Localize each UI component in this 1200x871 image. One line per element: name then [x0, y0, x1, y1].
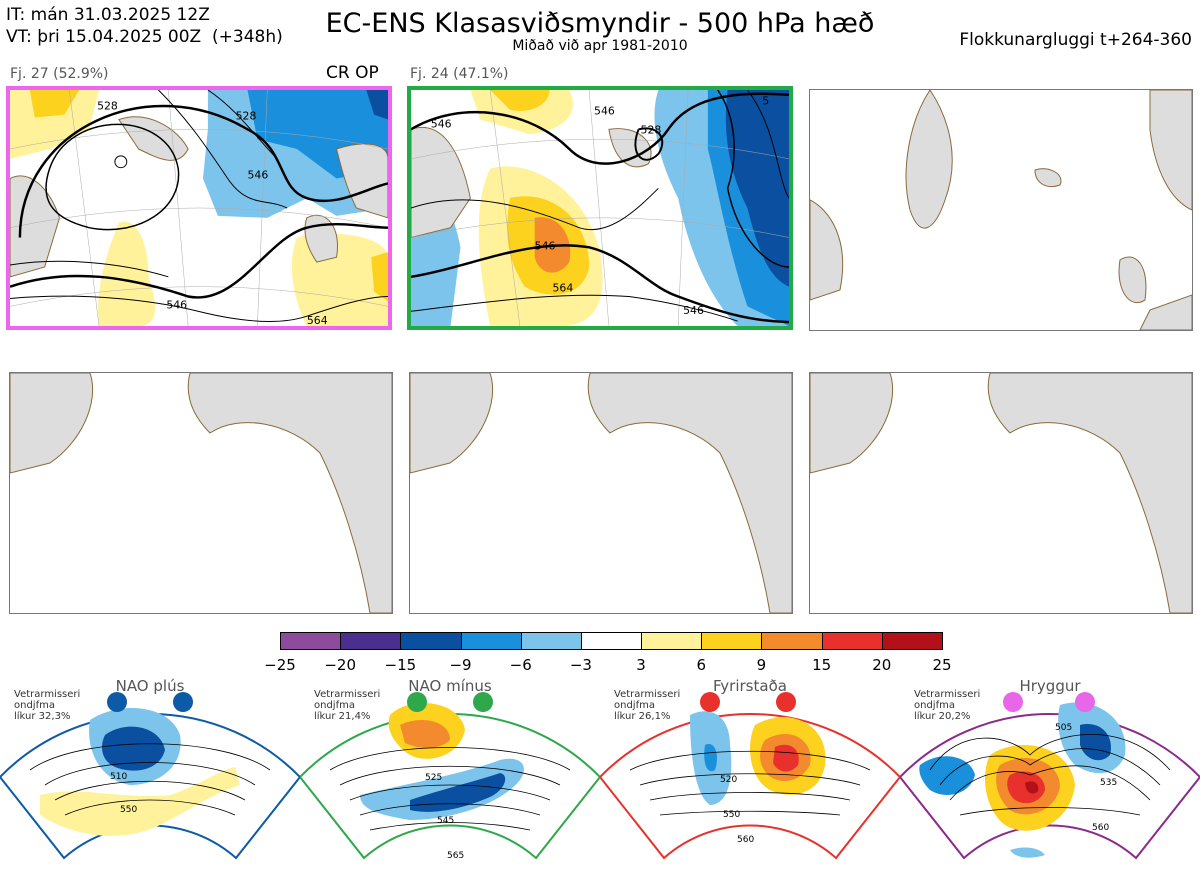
empty-map-5	[409, 372, 793, 614]
anomaly-pos-south	[98, 221, 156, 326]
colorbar-tick-label: 15	[812, 656, 832, 674]
regime-marker	[776, 692, 796, 712]
regime-marker	[473, 692, 493, 712]
colorbar-tick-label: −9	[449, 656, 472, 674]
colorbar-bin	[580, 632, 643, 650]
regime-info: Vetrarmisseri ondjfma líkur 26,1%	[614, 689, 681, 722]
regime-contour-label: 545	[437, 816, 454, 826]
colorbar-tick-label: 20	[872, 656, 892, 674]
regime-marker	[1075, 692, 1095, 712]
graticule	[10, 90, 388, 326]
contour-label: 528	[641, 123, 662, 136]
contour-label: 546	[431, 117, 452, 130]
contour-label: 528	[236, 110, 257, 123]
contour-label: 564	[553, 282, 574, 295]
anomaly-neg-dark	[725, 90, 789, 287]
regime-ridge: 505 535 560 Hryggur Vetrarmisseri ondjfma…	[900, 675, 1200, 871]
regime-marker	[700, 692, 720, 712]
contour-label: 546	[166, 298, 187, 311]
anomaly-pos-nw	[10, 90, 100, 159]
colorbar-bin	[520, 632, 582, 650]
regime-title: NAO mínus	[408, 677, 492, 695]
cluster-2-label: Fj. 24 (47.1%)	[410, 66, 509, 82]
cluster-map-1: 528 528 546 546 564	[6, 86, 392, 330]
graticule	[411, 90, 789, 326]
colorbar-bin	[280, 632, 342, 650]
colorbar-tick-label: 25	[932, 656, 952, 674]
empty-map-3	[809, 89, 1193, 331]
regime-contour-label: 550	[723, 810, 740, 820]
regime-nao-minus: 525 545 565 NAO mínus Vetrarmisseri ondjf…	[300, 675, 600, 871]
initial-time: IT: mán 31.03.2025 12Z	[6, 5, 210, 25]
empty-map-6	[809, 372, 1193, 614]
regime-contour-label: 560	[1092, 823, 1109, 833]
regime-contour-label: 520	[720, 775, 737, 785]
anomaly-pos-north-core	[490, 90, 550, 111]
contour-label: 546	[535, 239, 556, 252]
colorbar-bin	[641, 632, 703, 650]
contour-label: 546	[247, 169, 268, 182]
regime-contour-label: 565	[447, 851, 464, 861]
colorbar-tick-label: −3	[569, 656, 592, 674]
regime-marker	[407, 692, 427, 712]
regime-contour-label: 510	[110, 772, 127, 782]
colorbar-tick-label: 3	[636, 656, 646, 674]
regime-info: Vetrarmisseri ondjfma líkur 21,4%	[314, 689, 381, 722]
regime-contour-label: 525	[425, 773, 442, 783]
anomaly-pos-se-core	[371, 252, 388, 302]
regime-contour-label: 535	[1100, 778, 1117, 788]
colorbar-tick-label: −25	[264, 656, 296, 674]
cluster-1-tag: CR OP	[326, 63, 379, 83]
colorbar-tick-label: 9	[756, 656, 767, 674]
regime-contour-label: 560	[737, 835, 754, 845]
colorbar-tick-label: −6	[509, 656, 532, 674]
regime-blocking: 520 550 560 Fyrirstaða Vetrarmisseri ondj…	[600, 675, 900, 871]
colorbar-bin	[460, 632, 522, 650]
regime-info: Vetrarmisseri ondjfma líkur 20,2%	[914, 689, 981, 722]
colorbar	[280, 632, 943, 652]
contour-label: 546	[683, 304, 704, 317]
height-contours	[10, 90, 388, 323]
colorbar-bin	[701, 632, 763, 650]
colorbar-bin	[761, 632, 823, 650]
anomaly-neg-dark	[366, 90, 388, 120]
regime-marker	[1003, 692, 1023, 712]
cluster-map-2: 546 546 528 546 564 546 5	[407, 86, 793, 330]
classification-window: Flokkunargluggi t+264-360	[959, 30, 1192, 50]
colorbar-tick-label: −15	[384, 656, 417, 674]
contour-label: 546	[594, 105, 615, 118]
colorbar-bin	[881, 632, 943, 650]
colorbar-tick-label: 6	[696, 656, 707, 674]
cluster-1-label: Fj. 27 (52.9%)	[10, 66, 109, 82]
header-info: IT: mán 31.03.2025 12Z VT: þri 15.04.202…	[6, 4, 283, 48]
colorbar-tick-label: −20	[324, 656, 356, 674]
regime-nao-plus: 510 550 NAO plús Vetrarmisseri ondjfma lík…	[0, 675, 300, 871]
anomaly-pos-north	[470, 90, 573, 135]
height-contours	[411, 90, 789, 324]
regime-title: NAO plús	[115, 677, 185, 695]
regime-info: Vetrarmisseri ondjfma líkur 32,3%	[14, 689, 81, 722]
anomaly-pos-nw-core	[29, 90, 80, 118]
contour-label: 564	[307, 314, 328, 326]
colorbar-bin	[400, 632, 462, 650]
regime-marker	[107, 692, 127, 712]
contour-label: 528	[97, 100, 118, 113]
colorbar-bin	[821, 632, 883, 650]
valid-time: VT: þri 15.04.2025 00Z (+348h)	[6, 27, 283, 47]
empty-map-4	[9, 372, 393, 614]
regime-contour-label: 550	[120, 805, 137, 815]
page-title: EC-ENS Klasasviðsmyndir - 500 hPa hæð	[325, 8, 875, 39]
land-greenland	[411, 127, 471, 239]
regime-marker	[173, 692, 193, 712]
regime-contour-label: 505	[1055, 723, 1072, 733]
page-subtitle: Miðað við apr 1981-2010	[512, 38, 688, 54]
contour-label: 5	[762, 95, 769, 108]
colorbar-bin	[340, 632, 402, 650]
regime-title: Hryggur	[1019, 677, 1081, 695]
regime-title: Fyrirstaða	[713, 677, 787, 695]
